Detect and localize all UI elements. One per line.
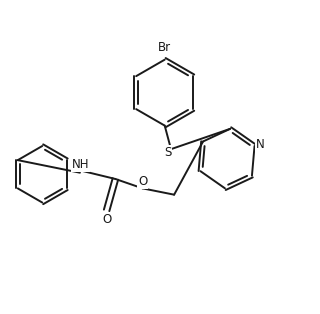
Text: O: O xyxy=(138,175,147,188)
Text: Br: Br xyxy=(158,41,171,54)
Text: N: N xyxy=(256,138,265,151)
Text: S: S xyxy=(164,146,172,160)
Text: O: O xyxy=(102,213,111,226)
Text: NH: NH xyxy=(72,158,89,171)
